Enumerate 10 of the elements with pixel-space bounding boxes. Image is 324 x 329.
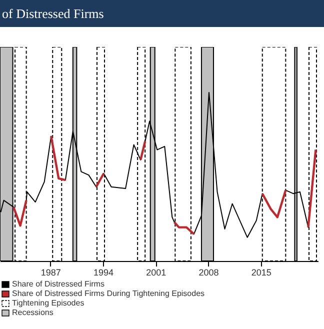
x-tick-label: 1994 [93, 268, 114, 278]
x-tick-label: 2008 [198, 268, 219, 278]
x-tick-label: 2015 [251, 268, 272, 278]
chart-title: of Distressed Firms [2, 6, 104, 21]
legend-label: Share of Distressed Firms [12, 280, 104, 288]
legend-label: Tightening Episodes [12, 298, 84, 308]
legend-label: Recessions [12, 308, 54, 317]
x-tick-label: 2001 [146, 268, 166, 278]
x-tick-label: 1987 [40, 268, 61, 278]
legend-label: Share of Distressed Firms During Tightening Episodes [12, 289, 205, 298]
